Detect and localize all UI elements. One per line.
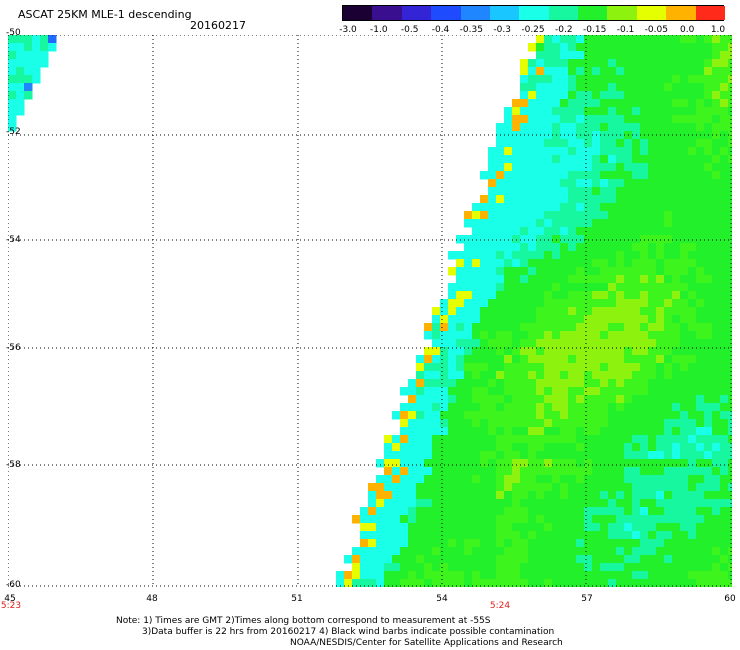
colorbar-segment bbox=[666, 6, 697, 20]
colorbar-tick-label: -0.3 bbox=[493, 25, 511, 35]
colorbar-segment bbox=[578, 6, 608, 20]
colorbar-segment bbox=[431, 6, 462, 20]
colorbar-tick-label: -0.25 bbox=[521, 25, 545, 35]
footer-credit: NOAA/NESDIS/Center for Satellite Applica… bbox=[290, 638, 563, 648]
colorbar-tick-label: -0.05 bbox=[644, 25, 668, 35]
swath-cells bbox=[8, 35, 732, 587]
colorbar-segment bbox=[636, 6, 667, 20]
colorbar-tick-label: -1.0 bbox=[370, 25, 388, 35]
lon-label-48: 48 bbox=[146, 594, 158, 604]
footer-note-1: Note: 1) Times are GMT 2)Times along bot… bbox=[116, 616, 491, 626]
swath-map bbox=[8, 35, 732, 587]
colorbar-segment bbox=[695, 6, 726, 20]
colorbar-tick-label: -0.15 bbox=[583, 25, 607, 35]
colorbar-segment bbox=[372, 6, 403, 20]
colorbar-tick-label: 0.0 bbox=[679, 25, 695, 35]
colorbar bbox=[342, 5, 726, 21]
lon-label-60: 60 bbox=[724, 594, 736, 604]
colorbar-tick-label: -0.35 bbox=[459, 25, 483, 35]
time-label-start: 5:23 bbox=[0, 601, 22, 611]
map-title: ASCAT 25KM MLE-1 descending bbox=[18, 8, 192, 21]
colorbar-tick-label: 1.0 bbox=[710, 25, 726, 35]
lon-label-57: 57 bbox=[581, 594, 593, 604]
colorbar-tick-label: -3.0 bbox=[339, 25, 357, 35]
colorbar-labels: -3.0 -1.0 -0.5 -0.4 -0.35 -0.3 -0.25 -0.2 -0.15-… bbox=[0, 0, 740, 40]
colorbar-segment bbox=[519, 6, 550, 20]
colorbar-tick-label: -0.4 bbox=[431, 25, 450, 35]
colorbar-segment bbox=[548, 6, 579, 20]
lon-label-51: 51 bbox=[291, 594, 303, 604]
lon-label-54: 54 bbox=[436, 594, 448, 604]
colorbar-tick-label: -0.5 bbox=[400, 25, 419, 35]
colorbar-segment bbox=[607, 6, 638, 20]
lon-label-45: 45 bbox=[4, 594, 16, 604]
colorbar-segment bbox=[489, 6, 520, 20]
map-gridlines bbox=[8, 35, 732, 587]
colorbar-tick-label: -0.2 bbox=[555, 25, 573, 35]
map-date: 20160217 bbox=[190, 19, 246, 32]
footer-note-2: 3)Data buffer is 22 hrs from 20160217 4)… bbox=[142, 627, 555, 637]
colorbar-segment bbox=[343, 6, 373, 20]
time-label-mid: 5:24 bbox=[489, 601, 511, 611]
colorbar-segment bbox=[460, 6, 491, 20]
colorbar-tick-label: -0.1 bbox=[616, 25, 635, 35]
colorbar-segment bbox=[401, 6, 432, 20]
